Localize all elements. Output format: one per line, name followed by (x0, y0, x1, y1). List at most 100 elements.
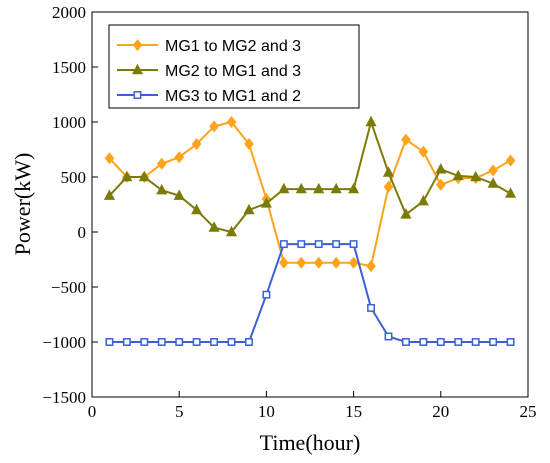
data-point (330, 182, 342, 194)
data-point (488, 164, 498, 177)
data-point (401, 133, 411, 146)
data-point (365, 115, 377, 127)
legend-item: MG1 to MG2 and 3 (117, 38, 301, 55)
data-point (296, 256, 307, 269)
data-point (191, 203, 203, 215)
data-point (506, 338, 515, 346)
series-3 (105, 240, 515, 346)
data-point (400, 208, 412, 219)
data-point (417, 194, 429, 206)
data-point (332, 240, 341, 249)
data-point (174, 151, 185, 164)
x-axis: 0 5 10 15 20 25 (88, 391, 537, 421)
data-point (435, 178, 446, 191)
y-axis-label: Power(kW) (10, 153, 35, 256)
data-point (175, 338, 184, 346)
data-point (105, 338, 114, 346)
y-tick-label: 1000 (52, 113, 86, 132)
legend-marker (132, 39, 143, 51)
data-point (418, 145, 429, 158)
legend-marker (131, 63, 144, 75)
data-point (454, 338, 463, 346)
x-tick-label: 20 (432, 402, 449, 421)
data-point (470, 170, 482, 182)
data-point (367, 303, 375, 312)
data-point (452, 169, 464, 181)
data-point (245, 338, 253, 346)
data-point (192, 338, 201, 346)
y-tick-label: 500 (61, 168, 87, 187)
y-tick-label: −1500 (42, 388, 86, 407)
data-point (471, 338, 480, 346)
data-point (401, 338, 410, 346)
series-2 (103, 115, 517, 237)
y-tick-label: 2000 (52, 3, 86, 22)
data-point (314, 240, 323, 249)
legend-label: MG1 to MG2 and 3 (165, 38, 301, 55)
data-point (419, 338, 428, 346)
data-point (297, 240, 306, 249)
y-axis: −1500 −1000 −500 0 500 1000 1500 2000 (42, 3, 98, 407)
data-point (121, 170, 133, 182)
data-point (244, 138, 254, 150)
data-point (489, 338, 498, 346)
x-axis-label: Time(hour) (260, 430, 361, 455)
data-point (435, 163, 447, 174)
data-point (208, 221, 220, 232)
x-tick-label: 10 (258, 402, 275, 421)
x-tick-label: 0 (88, 402, 97, 421)
data-point (262, 290, 271, 299)
data-point (173, 189, 185, 200)
x-tick-label: 5 (175, 402, 184, 421)
data-point (157, 338, 166, 346)
data-point (209, 120, 219, 133)
data-point (366, 260, 376, 273)
y-tick-label: 1500 (52, 58, 86, 77)
y-tick-label: −500 (51, 278, 86, 297)
data-point (383, 180, 394, 193)
legend-item: MG3 to MG1 and 2 (117, 88, 301, 105)
data-point (279, 240, 288, 249)
legend-label: MG3 to MG1 and 2 (165, 88, 301, 105)
data-point (104, 152, 115, 165)
data-point (349, 240, 358, 249)
data-point (384, 332, 393, 341)
data-point (313, 182, 325, 194)
data-point (382, 166, 395, 177)
legend-marker (133, 91, 142, 99)
data-point (295, 182, 307, 194)
data-point (225, 225, 238, 237)
data-point (278, 256, 289, 269)
data-point (138, 170, 150, 182)
data-point (226, 116, 237, 128)
data-point (278, 182, 290, 194)
y-tick-label: 0 (78, 223, 87, 242)
data-point (505, 187, 517, 198)
data-point (331, 256, 342, 269)
data-point (227, 338, 236, 346)
data-point (191, 138, 202, 150)
y-tick-label: −1000 (42, 333, 86, 352)
data-point (348, 182, 360, 194)
series-1 (104, 116, 516, 273)
data-point (505, 154, 516, 167)
data-point (436, 338, 445, 346)
x-tick-label: 15 (345, 402, 362, 421)
legend-item: MG2 to MG1 and 3 (117, 63, 301, 80)
data-point (313, 256, 324, 269)
data-point (156, 157, 167, 170)
data-point (122, 338, 131, 346)
data-point (487, 177, 499, 188)
data-point (260, 197, 272, 208)
data-point (140, 338, 149, 346)
data-point (103, 189, 115, 200)
x-tick-label: 25 (520, 402, 537, 421)
data-point (210, 338, 219, 346)
data-point (243, 203, 255, 215)
legend-label: MG2 to MG1 and 3 (165, 63, 301, 80)
data-point (348, 256, 359, 269)
series-layer (103, 115, 517, 346)
data-point (156, 183, 168, 195)
legend: MG1 to MG2 and 3 MG2 to MG1 and 3 MG3 to M… (108, 24, 360, 109)
